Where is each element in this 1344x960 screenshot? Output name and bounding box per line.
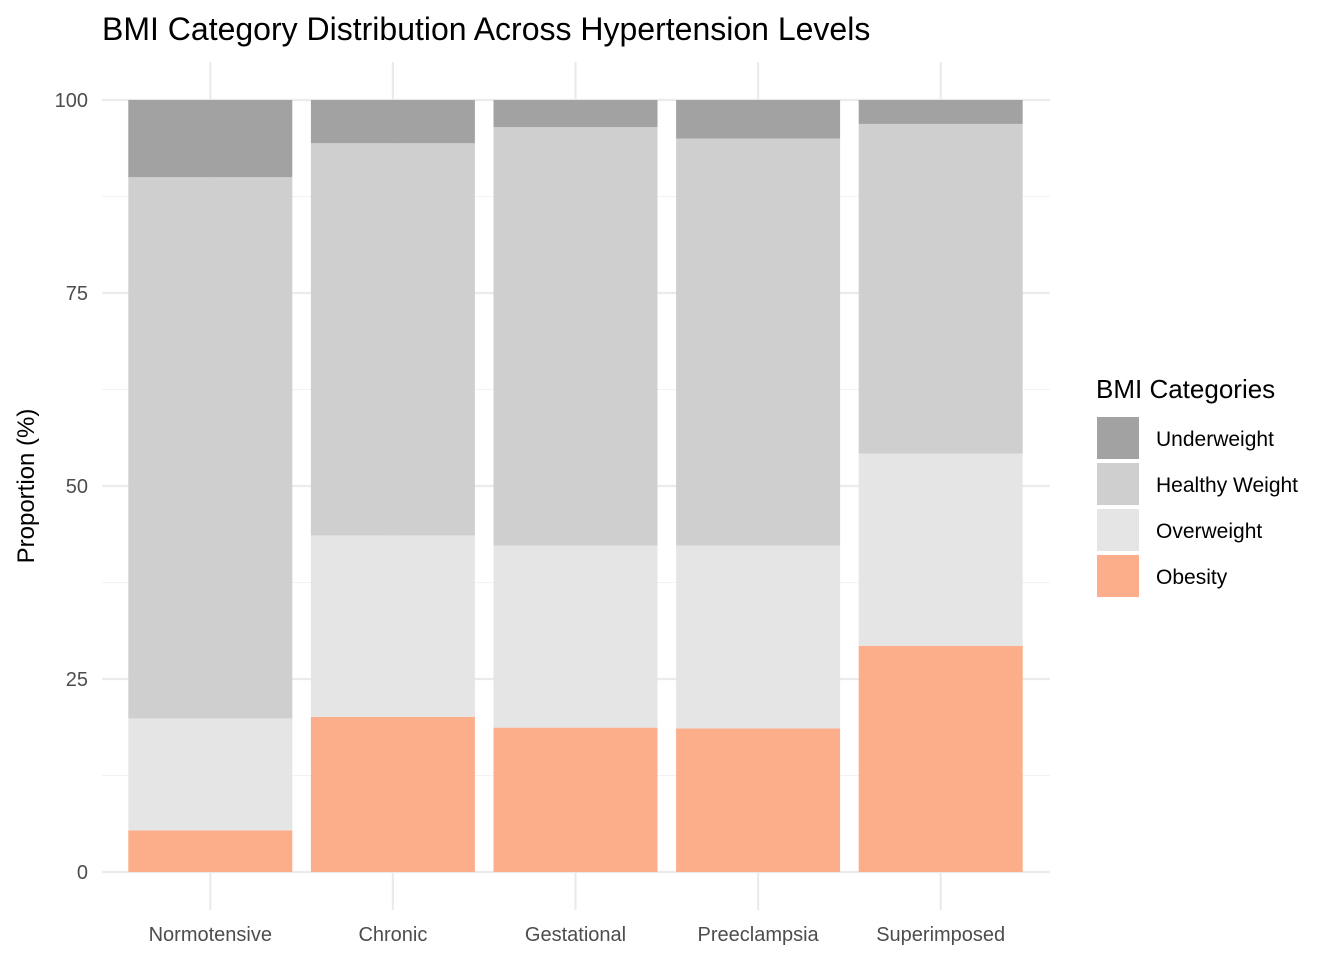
x-tick-label: Preeclampsia xyxy=(698,924,820,946)
legend-label-obesity: Obesity xyxy=(1156,566,1228,589)
bars xyxy=(128,100,1023,872)
chart-title: BMI Category Distribution Across Hyperte… xyxy=(102,11,870,47)
bar-underweight xyxy=(858,100,1023,124)
legend-title: BMI Categories xyxy=(1096,374,1275,404)
legend-label-underweight: Underweight xyxy=(1156,428,1274,451)
bar-overweight xyxy=(493,545,658,728)
bar-healthy-weight xyxy=(128,177,293,719)
legend-key-underweight xyxy=(1097,417,1139,459)
legend-key-healthy-weight xyxy=(1097,463,1139,505)
y-axis-ticks: 0 25 50 75 100 xyxy=(55,90,88,884)
legend-items: Underweight Healthy Weight Overweight Obesi… xyxy=(1097,417,1298,597)
x-tick-label: Normotensive xyxy=(149,924,272,946)
y-tick-label: 75 xyxy=(66,283,88,305)
bar-underweight xyxy=(493,100,658,128)
y-tick-label: 0 xyxy=(77,862,88,884)
bar-healthy-weight xyxy=(310,143,475,536)
bar-healthy-weight xyxy=(676,138,841,546)
bar-overweight xyxy=(310,535,475,717)
legend: BMI Categories Underweight Healthy Weight… xyxy=(1096,374,1298,597)
bar-overweight xyxy=(858,453,1023,646)
bar-obesity xyxy=(676,728,841,872)
bar-healthy-weight xyxy=(493,127,658,546)
bar-underweight xyxy=(310,100,475,144)
y-tick-label: 100 xyxy=(55,90,88,112)
y-tick-label: 50 xyxy=(66,476,88,498)
legend-label-overweight: Overweight xyxy=(1156,520,1262,543)
legend-key-overweight xyxy=(1097,509,1139,551)
legend-label-healthy-weight: Healthy Weight xyxy=(1156,474,1298,497)
bar-obesity xyxy=(858,645,1023,872)
x-tick-label: Gestational xyxy=(525,924,626,946)
legend-key-obesity xyxy=(1097,555,1139,597)
bar-overweight xyxy=(128,718,293,831)
bar-obesity xyxy=(310,716,475,872)
x-axis-ticks: Normotensive Chronic Gestational Preeclamps… xyxy=(149,924,1006,946)
y-axis-title: Proportion (%) xyxy=(13,409,40,564)
y-tick-label: 25 xyxy=(66,669,88,691)
bar-obesity xyxy=(128,830,293,872)
bar-underweight xyxy=(676,100,841,139)
x-tick-label: Superimposed xyxy=(876,924,1005,946)
bar-healthy-weight xyxy=(858,123,1023,454)
bar-underweight xyxy=(128,100,293,178)
x-tick-label: Chronic xyxy=(358,924,427,946)
bar-obesity xyxy=(493,727,658,872)
bar-overweight xyxy=(676,545,841,729)
